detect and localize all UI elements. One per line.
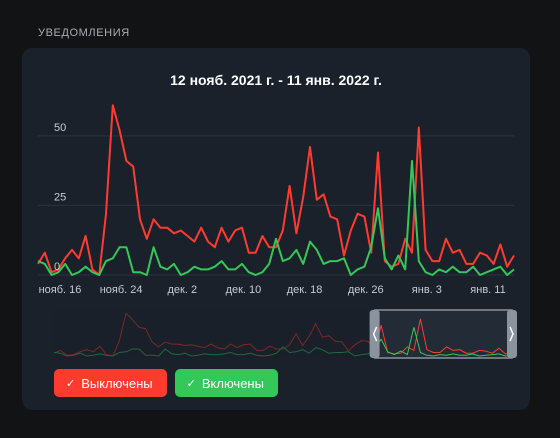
navigator-handle-left	[369, 310, 380, 358]
navigator-handle-right	[507, 310, 517, 358]
legend-label-off: Выключены	[81, 375, 153, 391]
chart-title: 12 нояб. 2021 г. - 11 янв. 2022 г.	[170, 72, 382, 88]
y-tick-label: 50	[54, 122, 66, 134]
x-tick-label: дек. 10	[226, 284, 262, 296]
x-tick-label: нояб. 24	[100, 284, 143, 296]
x-tick-label: янв. 11	[470, 284, 505, 296]
series-line-0	[37, 104, 515, 276]
x-tick-label: дек. 2	[167, 284, 197, 296]
y-tick-label: 25	[54, 191, 66, 203]
x-tick-label: янв. 3	[412, 284, 442, 296]
x-tick-label: дек. 26	[348, 284, 384, 296]
notifications-chart-card: 12 нояб. 2021 г. - 11 янв. 2022 г. 0 25 50…	[22, 48, 530, 410]
y-tick-label: 0	[54, 261, 60, 273]
chevron-right-icon	[509, 326, 514, 342]
x-tick-label: дек. 18	[287, 284, 323, 296]
x-axis-labels: нояб. 16 нояб. 24 дек. 2 дек. 10 дек. 18 дек.…	[39, 284, 506, 296]
navigator-mask-left	[54, 310, 375, 358]
chart-grid	[38, 135, 514, 276]
legend-label-on: Включены	[201, 375, 264, 391]
chart-series	[37, 104, 515, 276]
y-axis-labels: 0 25 50	[54, 122, 66, 273]
checkmark-icon: ✓	[66, 377, 76, 390]
chevron-left-icon	[372, 326, 378, 342]
checkmark-icon: ✓	[186, 377, 196, 390]
range-navigator[interactable]	[22, 48, 530, 368]
section-title: УВЕДОМЛЕНИЯ	[38, 27, 130, 39]
series-line-1	[37, 159, 515, 276]
toggle-off-series-button[interactable]: ✓ Выключены	[54, 369, 167, 397]
x-tick-label: нояб. 16	[39, 284, 82, 296]
main-chart: 0 25 50 нояб. 16 нояб. 24 дек. 2 дек. 10 дек. …	[37, 104, 515, 296]
legend: ✓ Выключены ✓ Включены	[54, 369, 278, 397]
toggle-on-series-button[interactable]: ✓ Включены	[174, 369, 278, 397]
